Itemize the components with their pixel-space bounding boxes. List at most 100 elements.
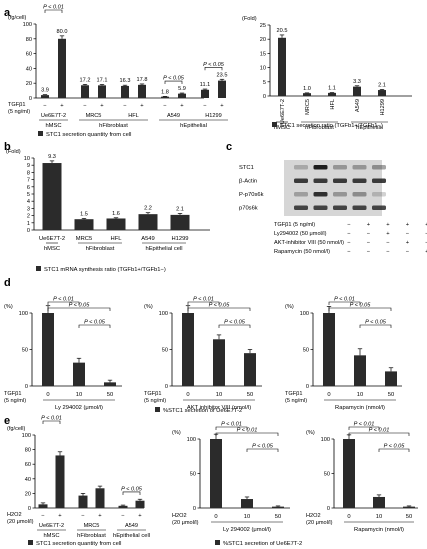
legend-swatch [215, 540, 220, 545]
blot-band [352, 178, 367, 183]
y-unit-label: (%) [144, 304, 153, 310]
y-tick-label: 0 [327, 506, 330, 512]
category-label: 10 [244, 514, 250, 520]
supergroup-label: hEpithelial [356, 125, 383, 131]
bar [121, 85, 129, 98]
category-label: + [58, 513, 62, 519]
significance-bracket [47, 307, 111, 311]
y-unit-label: (Fold) [6, 149, 21, 155]
data-label: 1.1 [328, 86, 336, 92]
category-label: 0 [347, 514, 350, 520]
p-value-label: P < 0.01 [53, 297, 74, 303]
x-axis-label: AKT inhibitor VIII (nmol/l) [187, 405, 251, 411]
category-label: − [121, 513, 125, 519]
row-label: H2O2 [306, 513, 321, 519]
bar [244, 353, 256, 386]
treatment-sign: − [347, 222, 351, 228]
category-label: 10 [216, 392, 222, 398]
y-tick-label: 50 [324, 472, 330, 478]
treatment-sign: − [367, 249, 371, 255]
row-label: H2O2 [172, 513, 187, 519]
significance-bracket [164, 80, 183, 85]
y-tick-label: 15 [260, 51, 266, 57]
bar [95, 488, 105, 508]
bar [385, 371, 397, 386]
treatment-sign: − [425, 240, 427, 246]
significance-bracket [122, 491, 141, 495]
y-tick-label: 1 [27, 221, 30, 227]
treatment-sign: + [406, 222, 410, 228]
y-unit-label: (fg/cell) [8, 15, 26, 21]
y-tick-label: 0 [263, 94, 266, 100]
category-label: − [81, 513, 85, 519]
panel-label-e: e [4, 415, 10, 427]
y-tick-label: 100 [321, 437, 330, 443]
category-label: 0 [46, 392, 49, 398]
blot-band [352, 192, 367, 197]
y-tick-label: 100 [23, 22, 32, 28]
legend-swatch [155, 407, 160, 412]
treatment-sign: + [425, 249, 427, 255]
category-label: − [43, 103, 47, 109]
treatment-sign: − [406, 231, 410, 237]
y-tick-label: 100 [19, 311, 28, 317]
category-label: − [41, 513, 45, 519]
supergroup-label: hFibroblast [99, 123, 128, 129]
data-label: 5.9 [178, 86, 186, 92]
group-label: H1299 [205, 113, 221, 119]
p-value-label: P < 0.01 [43, 5, 64, 11]
treatment-sign: + [367, 222, 371, 228]
row-label: TGFβ1 [4, 391, 22, 397]
blot-band [294, 205, 308, 210]
blot-band [352, 165, 367, 170]
significance-bracket [42, 420, 61, 424]
p-value-label: P < 0.01 [334, 297, 355, 303]
bar [42, 163, 62, 230]
x-axis-label: Ly 294002 (μmol/l) [223, 527, 271, 533]
treatment-sign: − [347, 249, 351, 255]
p-value-label: P < 0.05 [203, 62, 225, 68]
bar [118, 505, 128, 508]
data-label: 3.3 [353, 79, 361, 85]
bar [218, 80, 226, 98]
treatment-sign: − [347, 240, 351, 246]
category-label: + [98, 513, 102, 519]
y-tick-label: 80 [25, 448, 31, 454]
bar [138, 214, 158, 230]
significance-bracket [187, 307, 251, 311]
bar [170, 214, 190, 230]
category-label: 50 [247, 392, 253, 398]
blot-band [333, 192, 347, 197]
significance-bracket [378, 448, 410, 452]
p-value-label: P < 0.01 [354, 422, 375, 428]
row-label-unit: (20 μmol/l) [7, 519, 34, 525]
y-tick-label: 100 [22, 433, 31, 439]
row-label-unit: (5 ng/ml) [8, 109, 30, 115]
p-value-label: P < 0.05 [163, 76, 185, 82]
treatment-sign: − [347, 231, 351, 237]
bar [403, 506, 415, 508]
data-label: 16.3 [120, 78, 131, 84]
bar [73, 362, 85, 386]
data-label: 3.9 [41, 88, 49, 94]
y-tick-label: 100 [300, 311, 309, 317]
significance-bracket [246, 448, 279, 452]
category-label: H1299 [171, 236, 188, 242]
blot-band [333, 205, 347, 210]
p-value-label: P < 0.05 [252, 444, 274, 450]
legend-label: STC1 secretion quantity from cell [46, 132, 131, 138]
blot-band [313, 165, 328, 170]
category-label: − [163, 103, 167, 109]
band-label: p70s6k [239, 206, 258, 212]
group-label: Ue6E7T-2 [41, 113, 66, 119]
y-tick-label: 50 [303, 348, 309, 354]
legend-swatch [28, 540, 33, 545]
x-axis-label: Rapamycin (nmol/l) [354, 527, 404, 533]
group-label: A549 [167, 113, 180, 119]
bar [210, 439, 222, 508]
row-label: H2O2 [7, 512, 22, 518]
treatment-sign: + [406, 240, 410, 246]
y-tick-label: 5 [27, 192, 30, 198]
